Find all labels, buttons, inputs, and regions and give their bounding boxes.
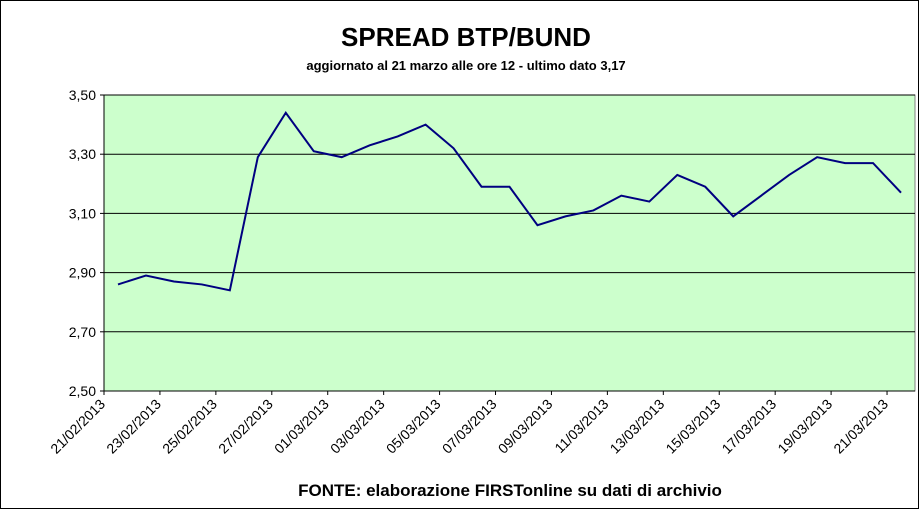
y-tick-label: 2,70 — [69, 324, 96, 340]
y-tick-label: 2,90 — [69, 265, 96, 281]
chart-title: SPREAD BTP/BUND — [341, 22, 591, 52]
chart-subtitle: aggiornato al 21 marzo alle ore 12 - ult… — [306, 58, 625, 73]
y-tick-label: 3,50 — [69, 87, 96, 103]
source-note: FONTE: elaborazione FIRSTonline su dati … — [298, 481, 722, 500]
line-series — [117, 110, 902, 292]
y-tick-label: 3,30 — [69, 146, 96, 162]
y-tick-label: 3,10 — [69, 205, 96, 221]
y-tick-label: 2,50 — [69, 383, 96, 399]
plot-area — [103, 94, 916, 392]
